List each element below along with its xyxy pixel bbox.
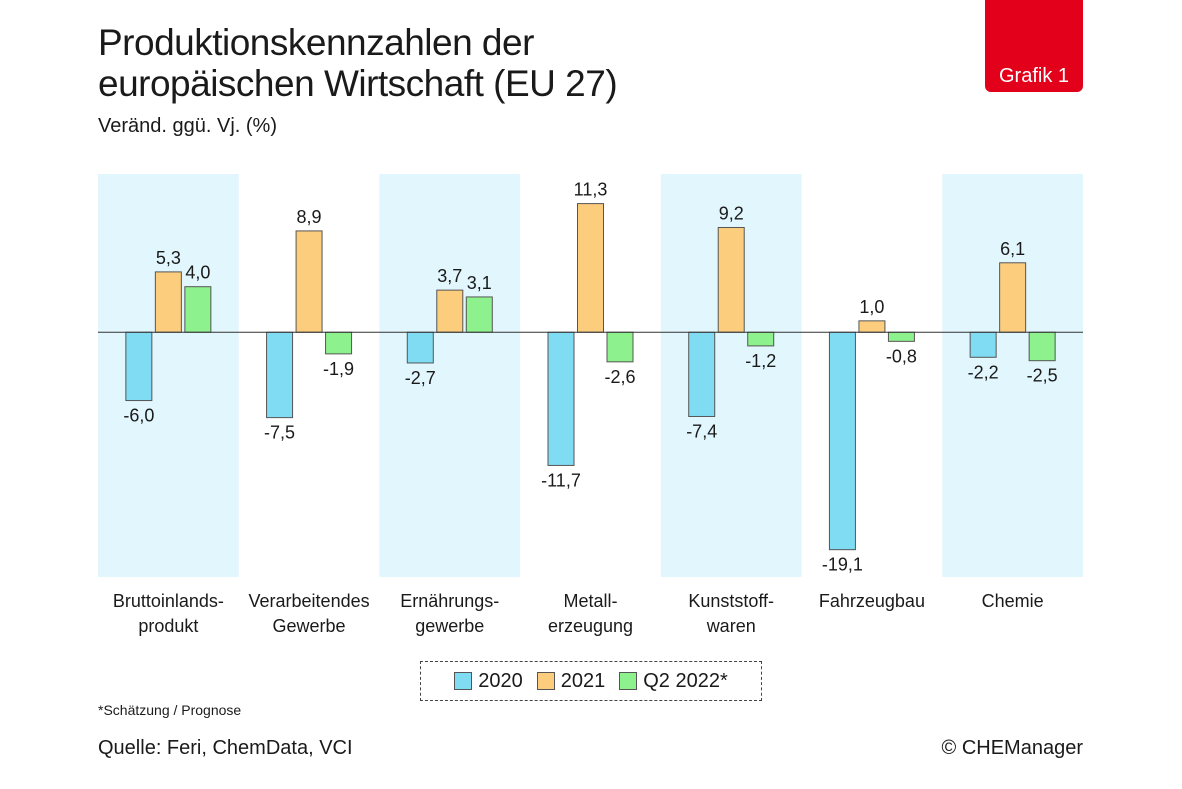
bar-q2-2022-3 [606,331,634,363]
bar-q2-2022-1 [325,331,353,355]
data-label: 6,1 [1000,239,1025,259]
category-band [942,174,1083,577]
data-label: 9,2 [719,204,744,224]
bar-2021-1 [295,230,323,333]
bar-q2-2022-6 [1028,331,1056,362]
legend-item-q2-2022: Q2 2022* [619,670,728,693]
data-label: -2,5 [1027,366,1058,386]
data-label: -0,8 [886,346,917,366]
data-label: -2,7 [405,368,436,388]
bar-2021-0 [154,271,182,333]
category-label: Kunststoff- waren [688,591,775,636]
bar-2021-5 [858,320,886,333]
data-label: -1,2 [745,351,776,371]
data-label: -2,6 [604,367,635,387]
legend-item-2021: 2021 [536,669,606,693]
bar-2021-4 [717,227,745,333]
data-label: -7,5 [264,423,295,443]
chart-title-line2: europäischen Wirtschaft (EU 27) [98,63,618,104]
data-label: 11,3 [574,180,608,200]
data-label: -11,7 [541,470,581,490]
category-band [98,174,239,577]
category-band [379,174,521,577]
legend-label-2021: 2021 [560,669,606,692]
bar-2020-1 [266,331,294,419]
data-label: -1,9 [323,359,354,379]
chart-subtitle: Veränd. ggü. Vj. (%) [98,115,277,137]
category-label: Ernährungs- gewerbe [400,591,500,636]
data-label: 1,0 [859,297,884,317]
source-note: Quelle: Feri, ChemData, VCI [98,737,353,759]
bar-2021-6 [999,262,1027,333]
figure-badge: Grafik 1 [985,0,1083,92]
category-label: Verarbeitendes Gewerbe [248,591,370,636]
data-label: 4,0 [185,263,210,283]
legend-label-q2-2022: Q2 2022* [643,669,728,692]
chart-title: Produktionskennzahlen der europäischen W… [98,22,898,104]
chart-title-line1: Produktionskennzahlen der [98,22,534,63]
category-label: Chemie [981,591,1044,611]
data-label: -2,2 [968,362,999,382]
bar-2020-5 [828,331,856,551]
category-label: Fahrzeugbau [818,591,925,611]
data-label: 8,9 [297,207,322,227]
bar-2021-3 [577,203,604,333]
bar-2020-4 [688,331,716,417]
bar-2020-6 [969,331,997,358]
bar-q2-2022-0 [184,286,212,333]
legend-label-2020: 2020 [478,669,523,692]
legend-item-2020: 2020 [454,670,523,693]
bar-2020-0 [125,331,153,402]
legend-swatch-2021 [536,672,555,690]
footnote: *Schätzung / Prognose [98,702,242,718]
bar-2021-2 [436,289,464,333]
copyright-note: © CHEManager [941,737,1083,759]
chart-legend: 2020 2021 Q2 2022* [420,661,762,701]
data-label: -7,4 [686,421,717,441]
legend-swatch-2020 [454,672,473,690]
data-label: -19,1 [822,555,863,575]
data-label: 3,7 [437,266,462,286]
bar-2020-3 [547,331,575,466]
data-label: 3,1 [467,273,492,293]
data-label: 5,3 [156,248,181,268]
category-label: Metall- erzeugung [547,591,634,636]
legend-swatch-q2-2022 [619,672,638,690]
bar-q2-2022-5 [887,331,915,342]
bar-q2-2022-2 [465,296,493,333]
bar-2020-2 [406,331,434,364]
bar-q2-2022-4 [747,331,775,347]
data-label: -6,0 [123,406,154,426]
category-label: Bruttoinlands- produkt [112,591,224,636]
